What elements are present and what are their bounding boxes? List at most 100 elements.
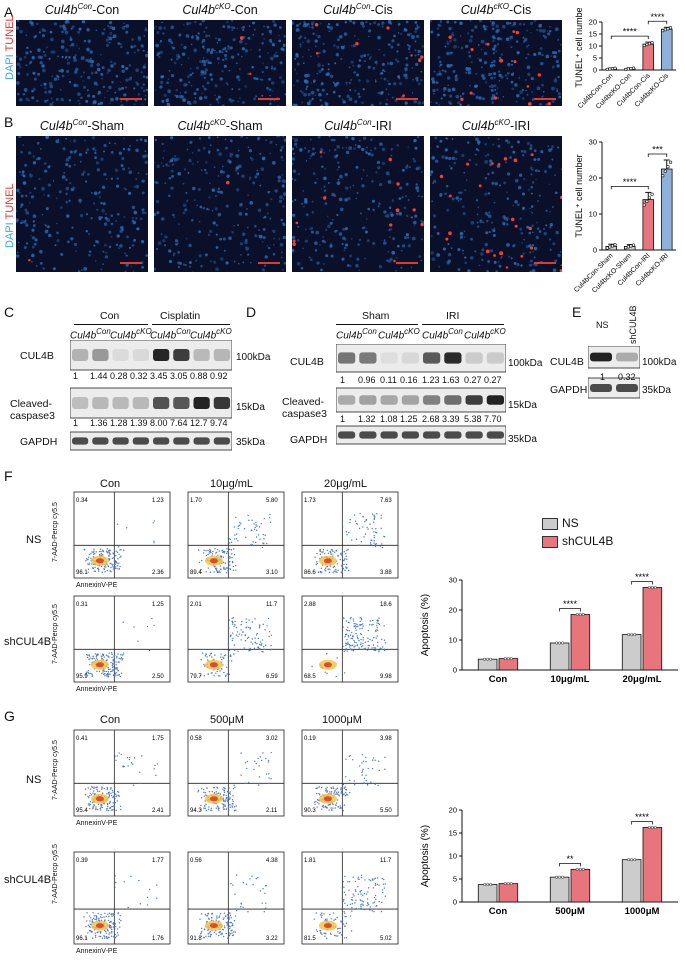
- event: [260, 759, 263, 762]
- event: [220, 653, 222, 655]
- event: [264, 644, 267, 646]
- event: [101, 672, 103, 675]
- event: [95, 918, 97, 921]
- event: [235, 569, 237, 571]
- event: [112, 926, 115, 928]
- quadrant-percent: 3.02: [266, 736, 278, 742]
- event: [103, 937, 106, 939]
- event: [261, 546, 264, 549]
- event: [379, 545, 382, 547]
- event: [86, 653, 88, 656]
- event: [116, 800, 119, 802]
- event: [355, 623, 357, 625]
- bar-chart-a: TUNEL⁺ cell number 05101520Cul4bCon-ConCu…: [574, 8, 676, 111]
- event: [344, 786, 346, 788]
- event: [373, 901, 376, 903]
- event: [339, 806, 342, 809]
- band: [153, 349, 170, 361]
- event: [259, 641, 262, 643]
- event: [127, 765, 129, 767]
- event: [231, 553, 233, 555]
- event: [351, 631, 353, 634]
- event: [201, 559, 203, 562]
- data-point: [489, 883, 493, 886]
- event: [376, 622, 378, 624]
- event: [118, 562, 120, 564]
- event: [240, 629, 242, 631]
- y-tick-label: 20: [449, 806, 457, 815]
- event: [111, 805, 113, 808]
- event: [318, 792, 320, 795]
- micrograph: [430, 136, 562, 272]
- event: [95, 914, 97, 917]
- flow-plot: 2.01 11.779.7 6.59: [187, 595, 285, 683]
- event: [228, 925, 231, 927]
- event: [330, 549, 332, 551]
- event: [109, 673, 111, 675]
- plot-frame: [301, 729, 399, 817]
- event: [351, 638, 354, 640]
- event: [156, 763, 159, 765]
- event: [92, 567, 94, 569]
- event: [232, 787, 235, 790]
- event: [241, 634, 243, 636]
- event: [245, 627, 247, 629]
- event: [127, 906, 129, 909]
- event: [118, 553, 120, 555]
- event: [220, 568, 222, 571]
- event: [235, 627, 238, 629]
- event: [203, 791, 205, 794]
- col-label: 10μg/mL: [210, 478, 254, 490]
- event: [372, 879, 374, 881]
- event: [343, 787, 346, 789]
- event: [330, 918, 332, 920]
- event: [209, 931, 212, 933]
- event: [110, 926, 113, 928]
- event: [223, 657, 225, 660]
- event: [95, 807, 97, 810]
- event: [363, 892, 366, 895]
- event: [361, 627, 363, 630]
- event: [207, 917, 210, 920]
- event: [116, 655, 118, 658]
- event: [249, 627, 252, 629]
- event: [351, 906, 353, 909]
- event: [85, 925, 87, 928]
- event: [234, 620, 236, 623]
- event: [108, 915, 110, 918]
- quadrant-percent: 0.41: [76, 736, 88, 742]
- event: [235, 538, 238, 540]
- event: [365, 761, 367, 763]
- event: [344, 633, 347, 636]
- event: [234, 915, 237, 917]
- event: [376, 635, 379, 637]
- event: [91, 658, 94, 660]
- event: [138, 782, 141, 785]
- sig-label: **: [566, 854, 574, 864]
- event: [256, 632, 258, 635]
- event: [351, 539, 353, 541]
- event: [100, 552, 102, 555]
- quadrant-percent: 68.5: [304, 674, 316, 680]
- data-point: [624, 246, 628, 250]
- event: [337, 935, 339, 937]
- scale-bar: [396, 98, 418, 100]
- event: [234, 565, 237, 567]
- bar: [570, 614, 591, 671]
- event: [222, 803, 225, 806]
- event: [333, 792, 335, 794]
- event: [201, 652, 204, 654]
- event: [97, 803, 100, 806]
- event: [209, 571, 212, 573]
- event: [370, 543, 372, 545]
- data-point: [555, 641, 559, 645]
- event: [347, 548, 349, 551]
- data-point: [633, 633, 637, 637]
- data-point: [630, 858, 634, 862]
- event: [205, 653, 207, 656]
- event: [359, 891, 362, 893]
- event: [92, 801, 94, 804]
- event: [229, 912, 231, 915]
- event: [348, 791, 351, 794]
